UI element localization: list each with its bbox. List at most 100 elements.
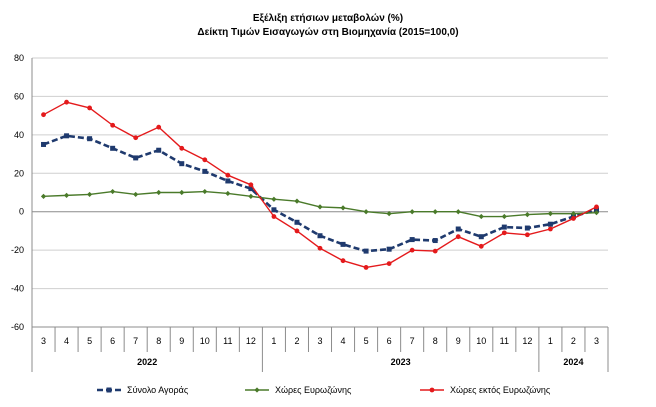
x-tick-label: 10 [476, 336, 486, 346]
data-point [455, 234, 461, 240]
x-tick-label: 9 [456, 336, 461, 346]
data-point [271, 214, 277, 219]
data-point [225, 178, 231, 184]
data-point [593, 210, 600, 216]
legend-item-3: Χώρες εκτός Ευρωζώνης [420, 385, 551, 395]
data-point [547, 221, 553, 227]
x-tick-label: 3 [594, 336, 599, 346]
series-group [40, 99, 600, 270]
data-point [64, 99, 69, 105]
legend-label: Χώρες εκτός Ευρωζώνης [450, 385, 551, 395]
data-point [409, 237, 415, 243]
y-tick-label: -60 [11, 322, 24, 332]
year-label: 2024 [563, 357, 583, 367]
data-point [294, 198, 300, 204]
data-point [156, 189, 162, 196]
data-point [363, 248, 369, 254]
data-point [156, 147, 162, 153]
series-line [43, 101, 597, 269]
data-point [294, 228, 300, 234]
data-point [501, 213, 507, 220]
data-point [409, 247, 415, 253]
data-point [409, 209, 415, 215]
data-point [64, 133, 70, 139]
data-point [478, 243, 484, 249]
chart-subtitle: Δείκτη Τιμών Εισαγωγών στη Βιομηχανία (2… [197, 27, 459, 38]
x-tick-label: 4 [341, 336, 346, 346]
data-point [317, 204, 323, 210]
data-point [455, 226, 461, 232]
y-tick-label: 60 [14, 91, 24, 101]
x-tick-label: 2 [571, 336, 576, 346]
legend-item-1: Σύνολο Αγοράς [97, 385, 189, 395]
x-tick-label: 12 [246, 336, 256, 346]
x-tick-label: 3 [41, 336, 46, 346]
data-point [87, 105, 92, 111]
data-point [133, 155, 139, 161]
x-tick-label: 9 [179, 336, 184, 346]
data-point [363, 209, 369, 215]
year-label: 2022 [137, 357, 157, 367]
data-point [110, 188, 116, 195]
data-point [570, 211, 577, 217]
data-point [594, 204, 599, 210]
data-point [548, 226, 553, 232]
x-tick-label: 12 [522, 336, 532, 346]
data-point [110, 145, 116, 151]
series-2 [40, 188, 600, 220]
data-point [455, 209, 461, 215]
data-point [179, 145, 185, 151]
data-point [225, 190, 231, 197]
chart-title-block: Εξέλιξη ετήσιων μεταβολών (%) Δείκτη Τιμ… [0, 12, 656, 40]
legend-item-2: Χώρες Ευρωζώνης [245, 385, 352, 395]
chart-title: Εξέλιξη ετήσιων μεταβολών (%) [252, 13, 404, 24]
data-point [41, 112, 46, 118]
data-point [106, 387, 112, 393]
data-point [87, 191, 93, 198]
x-tick-label: 11 [223, 336, 232, 346]
data-point [340, 205, 346, 211]
data-point [40, 193, 47, 199]
grid-lines [32, 57, 608, 290]
data-point [156, 124, 162, 130]
y-tick-label: 80 [14, 53, 24, 63]
x-tick-label: 7 [133, 336, 138, 346]
data-point [478, 213, 484, 220]
data-point [524, 232, 530, 238]
x-tick-label: 7 [410, 336, 415, 346]
data-point [294, 219, 300, 225]
data-point [501, 224, 507, 230]
x-tick-label: 10 [200, 336, 210, 346]
data-point [547, 211, 553, 217]
data-point [110, 122, 116, 128]
data-point [340, 258, 346, 264]
x-tick-label: 3 [317, 336, 322, 346]
data-point [202, 188, 208, 195]
data-point [501, 230, 507, 236]
data-point [524, 225, 530, 231]
data-point [386, 211, 392, 217]
series-line [43, 190, 597, 218]
data-point [432, 209, 438, 215]
data-point [432, 238, 438, 244]
data-point [41, 141, 47, 147]
y-tick-label: 20 [14, 168, 24, 178]
data-point [248, 186, 254, 192]
x-tick-label: 5 [364, 336, 369, 346]
x-tick-label: 4 [64, 336, 69, 346]
x-tick-label: 6 [110, 336, 115, 346]
data-point [87, 136, 93, 142]
data-point [432, 248, 438, 254]
legend: Σύνολο Αγοράς Χώρες Ευρωζώνης Χώρες εκτός … [97, 385, 551, 395]
data-point [271, 207, 277, 213]
y-tick-label: 0 [19, 207, 24, 217]
data-point [317, 245, 323, 251]
data-point [202, 168, 208, 174]
x-tick-label: 6 [387, 336, 392, 346]
y-tick-label: 40 [14, 130, 24, 140]
x-tick-label: 8 [156, 336, 161, 346]
data-point [317, 233, 323, 239]
data-point [571, 216, 576, 221]
